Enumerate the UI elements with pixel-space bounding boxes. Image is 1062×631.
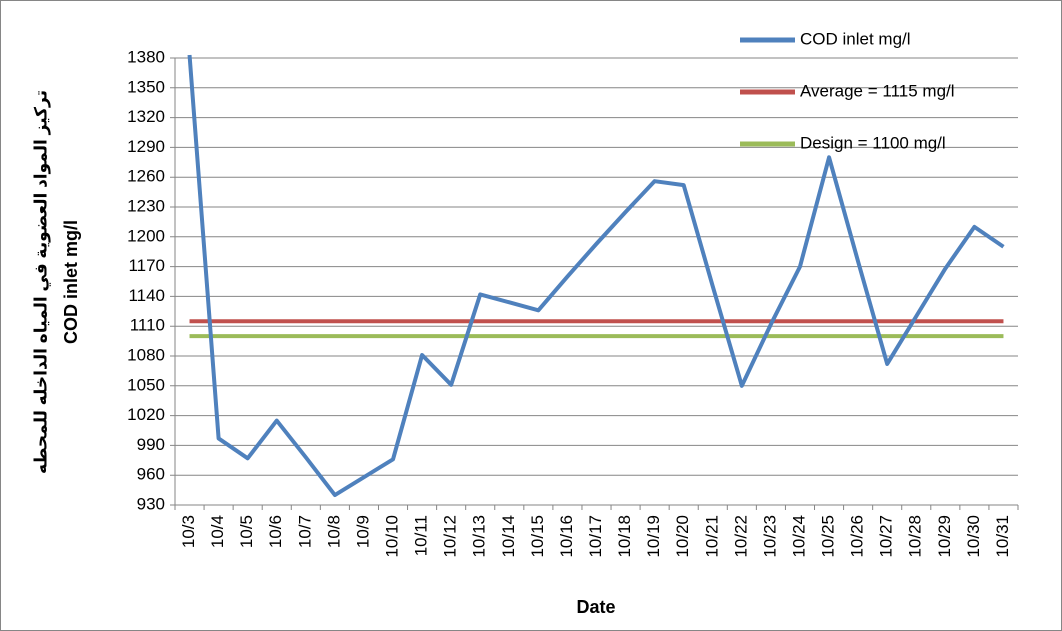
x-tick-label: 10/28 bbox=[906, 515, 925, 558]
legend-label: Design = 1100 mg/l bbox=[800, 133, 946, 152]
x-tick-label: 10/16 bbox=[557, 515, 576, 558]
x-tick-label: 10/23 bbox=[760, 515, 779, 558]
x-tick-label: 10/25 bbox=[819, 515, 838, 558]
x-tick-label: 10/9 bbox=[353, 515, 372, 548]
x-tick-label: 10/6 bbox=[266, 515, 285, 548]
x-tick-label: 10/5 bbox=[237, 515, 256, 548]
x-tick-label: 10/21 bbox=[702, 515, 721, 558]
x-tick-label: 10/30 bbox=[964, 515, 983, 558]
x-axis-title: Date bbox=[576, 597, 615, 617]
x-tick-label: 10/26 bbox=[848, 515, 867, 558]
x-tick-label: 10/4 bbox=[208, 515, 227, 548]
y-tick-label: 1230 bbox=[127, 196, 165, 215]
x-tick-label: 10/27 bbox=[877, 515, 896, 558]
y-tick-label: 1020 bbox=[127, 405, 165, 424]
x-tick-label: 10/19 bbox=[644, 515, 663, 558]
x-tick-label: 10/12 bbox=[441, 515, 460, 558]
x-tick-label: 10/22 bbox=[731, 515, 750, 558]
legend-label: COD inlet mg/l bbox=[800, 29, 911, 48]
y-axis-title: COD inlet mg/l bbox=[61, 220, 81, 344]
x-tick-label: 10/31 bbox=[993, 515, 1012, 558]
y-axis-title-arabic: تركيز المواد العضوية في المياه الداخله ل… bbox=[31, 90, 51, 474]
y-tick-label: 1110 bbox=[130, 316, 165, 335]
y-tick-label: 930 bbox=[137, 494, 165, 513]
y-tick-label: 990 bbox=[137, 435, 165, 454]
x-tick-label: 10/29 bbox=[935, 515, 954, 558]
x-tick-label: 10/14 bbox=[499, 515, 518, 558]
x-tick-label: 10/20 bbox=[673, 515, 692, 558]
y-tick-label: 1140 bbox=[128, 286, 165, 305]
x-tick-label: 10/18 bbox=[615, 515, 634, 558]
x-tick-label: 10/13 bbox=[470, 515, 489, 558]
x-tick-label: 10/3 bbox=[179, 515, 198, 548]
x-tick-label: 10/17 bbox=[586, 515, 605, 558]
x-tick-label: 10/24 bbox=[789, 515, 808, 558]
x-tick-label: 10/15 bbox=[528, 515, 547, 558]
y-tick-label: 960 bbox=[137, 465, 165, 484]
y-tick-label: 1350 bbox=[127, 77, 165, 96]
series-line bbox=[187, 54, 1005, 498]
y-tick-label: 1320 bbox=[127, 107, 165, 126]
y-tick-label: 1050 bbox=[127, 375, 165, 394]
x-tick-label: 10/10 bbox=[383, 515, 402, 558]
x-tick-label: 10/8 bbox=[324, 515, 343, 548]
y-tick-label: 1260 bbox=[127, 167, 165, 186]
y-tick-label: 1380 bbox=[127, 47, 165, 66]
y-tick-label: 1170 bbox=[128, 256, 165, 275]
legend-label: Average = 1115 mg/l bbox=[800, 81, 955, 100]
x-tick-label: 10/7 bbox=[295, 515, 314, 548]
x-tick-label: 10/11 bbox=[412, 515, 431, 556]
y-tick-label: 1290 bbox=[127, 137, 165, 156]
y-tick-label: 1200 bbox=[127, 226, 165, 245]
y-tick-label: 1080 bbox=[127, 345, 165, 364]
